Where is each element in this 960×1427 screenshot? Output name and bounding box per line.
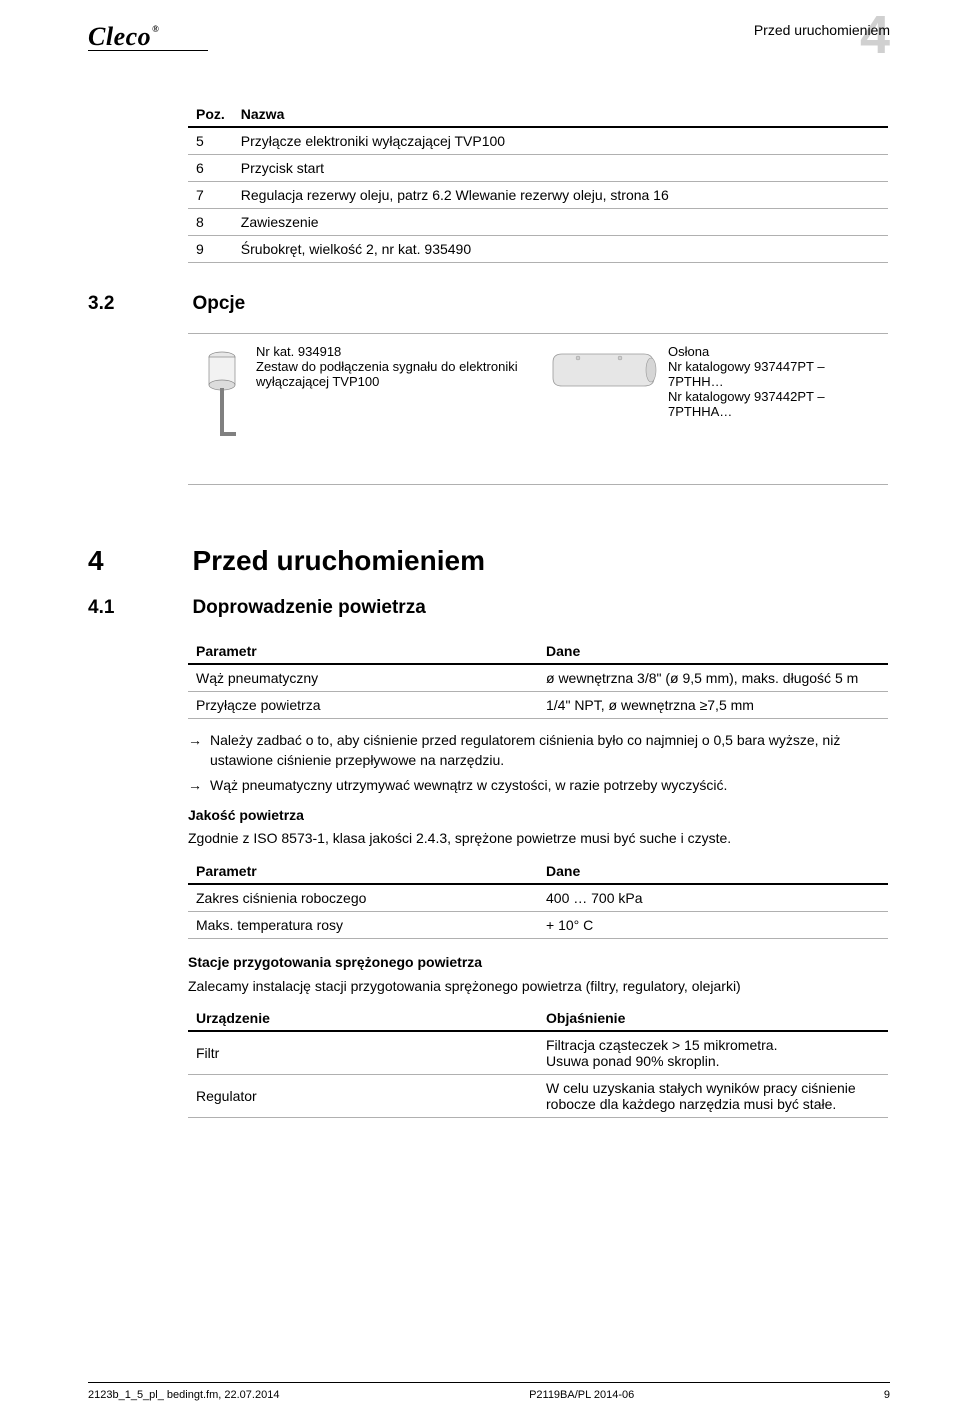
section-number: 4.1 bbox=[88, 597, 188, 619]
section-title: Doprowadzenie powietrza bbox=[192, 597, 425, 619]
table-row: 7Regulacja rezerwy oleju, patrz 6.2 Wlew… bbox=[188, 182, 888, 209]
table-row: Wąż pneumatycznyø wewnętrzna 3/8" (ø 9,5… bbox=[188, 664, 888, 692]
stations-text: Zalecamy instalację stacji przygotowania… bbox=[188, 977, 890, 997]
table-row: 6Przycisk start bbox=[188, 155, 888, 182]
option-right-line2: Nr katalogowy 937447PT – 7PTHH… bbox=[668, 359, 878, 389]
bullet-list: →Należy zadbać o to, aby ciśnienie przed… bbox=[188, 731, 890, 796]
section-title: Przed uruchomieniem bbox=[192, 545, 485, 577]
stations-heading: Stacje przygotowania sprężonego powietrz… bbox=[188, 953, 890, 973]
brand-text: Cleco bbox=[88, 22, 151, 51]
option-right-line3: Nr katalogowy 937442PT – 7PTHHA… bbox=[668, 389, 878, 419]
table-row: RegulatorW celu uzyskania stałych wynikó… bbox=[188, 1075, 888, 1118]
option-left-line2: Zestaw do podłączenia sygnału do elektro… bbox=[256, 359, 528, 389]
equipment-table: Urządzenie Objaśnienie FiltrFiltracja cz… bbox=[188, 1004, 888, 1118]
bullet-item: →Wąż pneumatyczny utrzymywać wewnątrz w … bbox=[188, 776, 890, 796]
arrow-icon: → bbox=[188, 731, 202, 770]
section-number: 4 bbox=[88, 545, 188, 577]
col-dane: Dane bbox=[538, 857, 888, 884]
col-device: Urządzenie bbox=[188, 1004, 538, 1031]
col-param: Parametr bbox=[188, 857, 538, 884]
air-quality-heading: Jakość powietrza bbox=[188, 806, 890, 826]
col-param: Parametr bbox=[188, 637, 538, 664]
section-title: Opcje bbox=[192, 293, 245, 315]
options-grid: Nr kat. 934918 Zestaw do podłączenia syg… bbox=[188, 333, 888, 485]
connector-kit-icon bbox=[198, 344, 246, 444]
option-cell-right: Osłona Nr katalogowy 937447PT – 7PTHH… N… bbox=[538, 333, 888, 485]
footer-center: P2119BA/PL 2014-06 bbox=[529, 1389, 634, 1401]
table-row: 9Śrubokręt, wielkość 2, nr kat. 935490 bbox=[188, 236, 888, 263]
footer-right: 9 bbox=[884, 1389, 890, 1401]
col-nazwa: Nazwa bbox=[233, 100, 888, 127]
bullet-item: →Należy zadbać o to, aby ciśnienie przed… bbox=[188, 731, 890, 770]
col-desc: Objaśnienie bbox=[538, 1004, 888, 1031]
pressure-table: Parametr Dane Zakres ciśnienia roboczego… bbox=[188, 857, 888, 939]
table-row: 5Przyłącze elektroniki wyłączającej TVP1… bbox=[188, 127, 888, 155]
table-row: Zakres ciśnienia roboczego400 … 700 kPa bbox=[188, 884, 888, 912]
brand-logo: Cleco® bbox=[88, 22, 158, 52]
col-dane: Dane bbox=[538, 637, 888, 664]
parts-table: Poz. Nazwa 5Przyłącze elektroniki wyłącz… bbox=[188, 100, 888, 263]
option-right-line1: Osłona bbox=[668, 344, 878, 359]
arrow-icon: → bbox=[188, 776, 202, 796]
footer-left: 2123b_1_5_pl_ bedingt.fm, 22.07.2014 bbox=[88, 1389, 279, 1401]
air-supply-table: Parametr Dane Wąż pneumatycznyø wewnętrz… bbox=[188, 637, 888, 719]
registered-mark: ® bbox=[152, 24, 159, 34]
table-row: Maks. temperatura rosy+ 10° C bbox=[188, 911, 888, 938]
table-row: Przyłącze powietrza1/4" NPT, ø wewnętrzn… bbox=[188, 692, 888, 719]
header-section-title: Przed uruchomieniem bbox=[754, 22, 890, 38]
option-cell-left: Nr kat. 934918 Zestaw do podłączenia syg… bbox=[188, 333, 538, 485]
col-poz: Poz. bbox=[188, 100, 233, 127]
logo-underline bbox=[88, 50, 208, 51]
table-row: FiltrFiltracja cząsteczek > 15 mikrometr… bbox=[188, 1031, 888, 1075]
cover-icon bbox=[548, 344, 658, 394]
air-quality-text: Zgodnie z ISO 8573-1, klasa jakości 2.4.… bbox=[188, 829, 890, 849]
option-left-line1: Nr kat. 934918 bbox=[256, 344, 528, 359]
table-row: 8Zawieszenie bbox=[188, 209, 888, 236]
section-number: 3.2 bbox=[88, 293, 188, 315]
page-footer: 2123b_1_5_pl_ bedingt.fm, 22.07.2014 P21… bbox=[88, 1382, 890, 1401]
